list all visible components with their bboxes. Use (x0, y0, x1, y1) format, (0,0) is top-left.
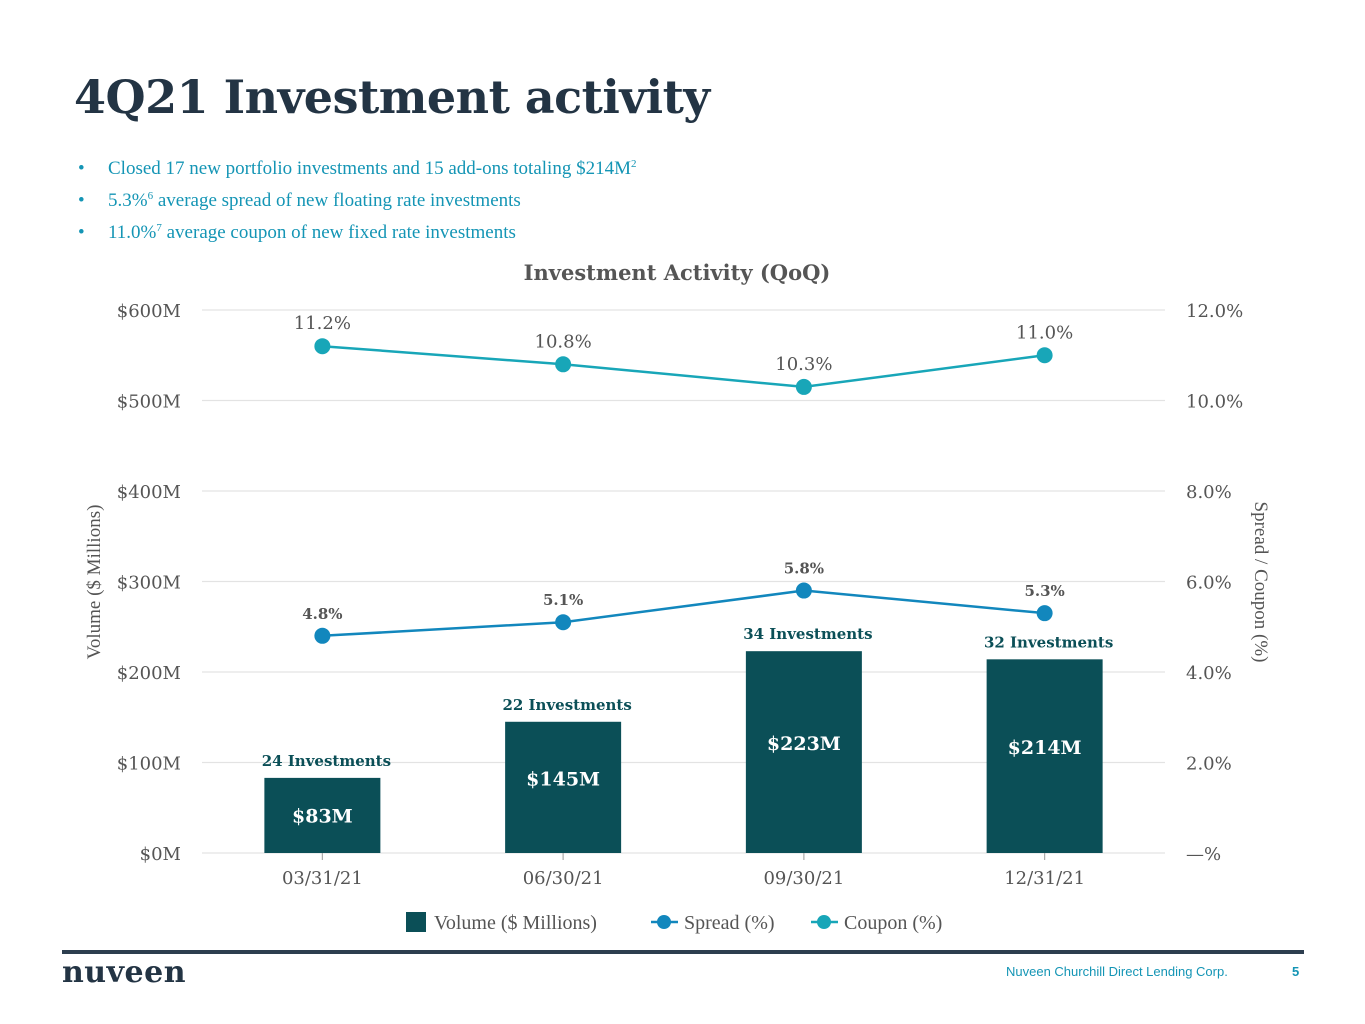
legend-label-spread: Spread (%) (684, 912, 775, 934)
footer-divider (62, 950, 1304, 954)
coupon-point (1036, 347, 1053, 364)
spread-point (314, 627, 331, 644)
spread-data-label: 5.1% (543, 591, 583, 609)
series-line-coupon (322, 344, 1045, 389)
spread-point (555, 614, 572, 631)
y-tick-label: $300M (117, 573, 181, 594)
spread-data-label: 4.8% (302, 605, 342, 623)
chart-title: Investment Activity (QoQ) (524, 260, 831, 285)
coupon-data-label: 11.0% (1016, 322, 1073, 343)
bar-annotation: 34 Investments (743, 625, 872, 643)
bullet-icon: • (78, 190, 85, 211)
y2-tick-label: 6.0% (1186, 573, 1232, 594)
footer-company-name: Nuveen Churchill Direct Lending Corp. (1006, 964, 1228, 979)
bullet-icon: • (78, 222, 85, 243)
y-tick-label: $100M (117, 754, 181, 775)
bar-series: $83M 24 Investments $145M 22 Investments $22… (262, 625, 1113, 853)
bullet-text: Closed 17 new portfolio investments and … (108, 158, 631, 179)
bar (986, 659, 1103, 853)
footnote-ref: 6 (147, 190, 154, 202)
nuveen-logo: nuveen (62, 955, 187, 990)
y2-tick-label: 4.0% (1186, 663, 1232, 684)
legend-marker-coupon (817, 915, 831, 929)
page-number: 5 (1292, 964, 1300, 979)
y2-tick-label: —% (1186, 844, 1221, 865)
bar-value-label: $214M (1008, 737, 1082, 759)
y2-tick-label: 8.0% (1186, 482, 1232, 503)
y-axis-title: Volume ($ Millions) (84, 505, 105, 660)
coupon-data-label: 10.8% (535, 331, 592, 352)
bullet-text: 5.3% (108, 190, 148, 211)
spread-data-label: 5.8% (784, 560, 824, 578)
y-tick-label: $200M (117, 663, 181, 684)
bullet-text: 11.0% (108, 222, 157, 243)
coupon-data-label: 11.2% (294, 313, 351, 334)
legend-swatch-volume (406, 912, 426, 932)
x-tick-label: 12/31/21 (1004, 868, 1085, 889)
bullet-item: • 5.3%6 average spread of new floating ra… (78, 182, 636, 214)
x-tick-label: 03/31/21 (282, 868, 363, 889)
bullet-item: • Closed 17 new portfolio investments and… (78, 150, 636, 182)
spread-point (1036, 605, 1053, 622)
y-tick-label: $400M (117, 482, 181, 503)
bar-value-label: $145M (526, 768, 600, 790)
bullet-icon: • (78, 158, 85, 179)
footnote-ref: 2 (630, 158, 637, 170)
y2-tick-label: 12.0% (1186, 301, 1243, 322)
bar-annotation: 24 Investments (262, 752, 391, 770)
bullet-tail: average spread of new floating rate inve… (153, 190, 521, 211)
y-tick-label: $0M (140, 844, 181, 865)
axes: $0M $100M $200M $300M $400M $500M $600M —% 2.0% 4… (84, 301, 1271, 889)
bar (745, 651, 862, 853)
page-title: 4Q21 Investment activity (74, 70, 710, 124)
y2-axis-title: Spread / Coupon (%) (1250, 502, 1271, 663)
coupon-data-label: 10.3% (775, 354, 832, 375)
bar (264, 777, 381, 853)
bullet-item: • 11.0%7 average coupon of new fixed rate… (78, 214, 636, 246)
bar-annotation: 32 Investments (984, 633, 1113, 651)
legend-label-volume: Volume ($ Millions) (434, 912, 597, 934)
bar (505, 721, 622, 853)
series-line-spread (322, 589, 1045, 638)
legend: Volume ($ Millions) Spread (%) Coupon (%) (406, 912, 942, 934)
bar-value-label: $223M (767, 733, 841, 755)
coupon-point (314, 338, 331, 355)
line-series: 11.2% 10.8% 10.3% 11.0% 4.8% 5.1% 5.8% 5.3% (294, 313, 1073, 644)
coupon-point (795, 378, 812, 395)
bullet-tail: average coupon of new fixed rate investm… (161, 222, 516, 243)
y-tick-label: $600M (117, 301, 181, 322)
footnote-ref: 7 (156, 222, 162, 234)
bar-annotation: 22 Investments (502, 696, 631, 714)
y2-tick-label: 2.0% (1186, 754, 1232, 775)
legend-label-coupon: Coupon (%) (844, 912, 942, 934)
bar-value-label: $83M (292, 805, 353, 827)
y2-tick-label: 10.0% (1186, 392, 1243, 413)
investment-activity-chart: Investment Activity (QoQ) $0M$100M$200M$… (84, 260, 1271, 934)
summary-bullets: • Closed 17 new portfolio investments and… (78, 150, 636, 246)
spread-point (795, 582, 812, 599)
x-tick-label: 06/30/21 (523, 868, 604, 889)
y-tick-label: $500M (117, 392, 181, 413)
legend-marker-spread (657, 915, 671, 929)
spread-data-label: 5.3% (1024, 582, 1064, 600)
x-tick-label: 09/30/21 (763, 868, 844, 889)
coupon-point (555, 356, 572, 373)
